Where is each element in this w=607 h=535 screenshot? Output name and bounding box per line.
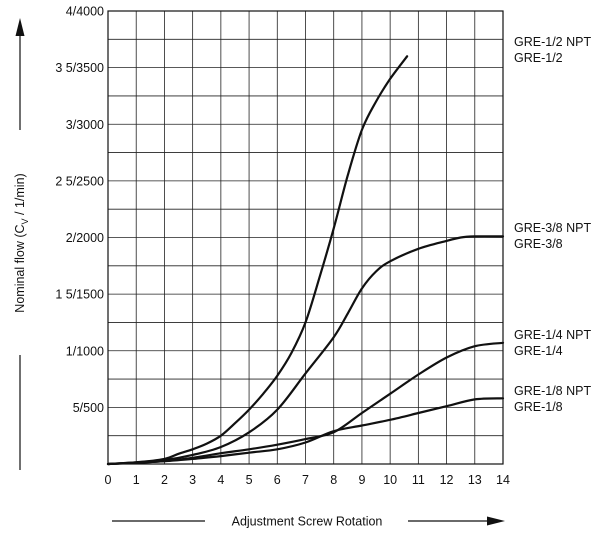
- y-tick-label: 4/4000: [66, 5, 104, 19]
- x-tick-label: 7: [302, 473, 309, 487]
- x-tick-label: 12: [440, 473, 454, 487]
- series-line-2: [106, 235, 505, 466]
- grid-lines: [108, 11, 503, 464]
- x-tick-label: 11: [412, 473, 425, 487]
- series-label: GRE-1/8 NPT: [514, 384, 591, 398]
- series-label: GRE-1/2: [514, 51, 563, 65]
- series-label: GRE-3/8: [514, 237, 563, 251]
- x-tick-labels: 0 1 2 3 4 5 6 7 8 9 10 11 12 13 14: [105, 473, 510, 487]
- series-label: GRE-1/4 NPT: [514, 328, 591, 342]
- x-tick-label: 14: [496, 473, 510, 487]
- y-tick-label: 2/2000: [66, 231, 104, 245]
- x-tick-label: 8: [330, 473, 337, 487]
- x-axis-title: Adjustment Screw Rotation: [232, 515, 383, 529]
- series-line-4: [106, 397, 505, 466]
- x-tick-label: 6: [274, 473, 281, 487]
- y-tick-label: 3 5/3500: [55, 61, 104, 75]
- y-tick-labels: 5/500 1/1000 1 5/1500 2/2000 2 5/2500 3/3000 3…: [55, 5, 104, 415]
- x-tick-label: 3: [189, 473, 196, 487]
- x-axis-title-group: Adjustment Screw Rotation: [112, 515, 505, 529]
- x-tick-label: 9: [358, 473, 365, 487]
- series-labels: GRE-1/2 NPT GRE-1/2 GRE-3/8 NPT GRE-3/8 GRE-…: [514, 35, 591, 414]
- x-tick-label: 2: [161, 473, 168, 487]
- series-label: GRE-3/8 NPT: [514, 221, 591, 235]
- series-label: GRE-1/4: [514, 344, 563, 358]
- x-axis-arrow-head-icon: [487, 516, 505, 526]
- x-tick-label: 10: [383, 473, 397, 487]
- y-tick-label: 2 5/2500: [55, 174, 104, 188]
- x-tick-label: 1: [133, 473, 140, 487]
- x-tick-label: 0: [105, 473, 112, 487]
- y-tick-label: 3/3000: [66, 118, 104, 132]
- x-tick-label: 13: [468, 473, 482, 487]
- series-curves: [106, 55, 505, 466]
- y-axis-title-group: Nominal flow (CV / 1/min): [13, 18, 30, 470]
- y-axis-arrow-head-icon: [15, 18, 25, 36]
- y-axis-title: Nominal flow (CV / 1/min): [13, 173, 30, 312]
- series-line-1: [106, 55, 409, 466]
- x-tick-label: 5: [246, 473, 253, 487]
- y-tick-label: 1/1000: [66, 344, 104, 358]
- series-label: GRE-1/2 NPT: [514, 35, 591, 49]
- y-tick-label: 5/500: [73, 401, 104, 415]
- x-tick-label: 4: [217, 473, 224, 487]
- series-label: GRE-1/8: [514, 400, 563, 414]
- y-tick-label: 1 5/1500: [55, 288, 104, 302]
